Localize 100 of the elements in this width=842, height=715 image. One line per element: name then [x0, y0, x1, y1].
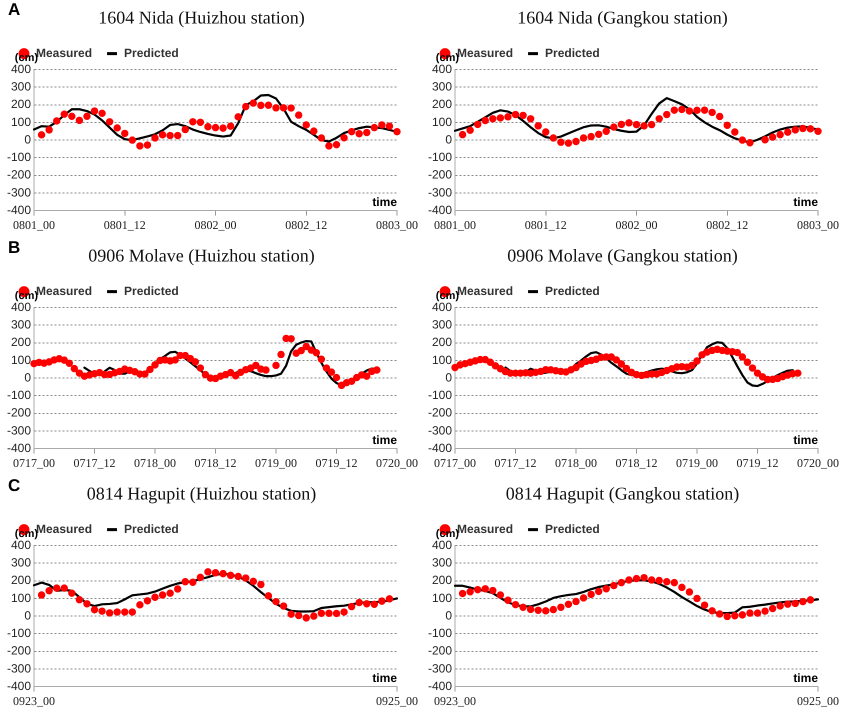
x-tick-label: 0801_00 — [13, 218, 56, 232]
point — [512, 600, 520, 608]
point — [776, 130, 784, 138]
point — [219, 570, 227, 578]
x-axis-title: time — [372, 194, 398, 209]
point — [716, 112, 724, 120]
point — [550, 134, 558, 142]
point — [45, 126, 53, 134]
point — [53, 584, 60, 592]
point — [550, 606, 558, 614]
point — [189, 118, 197, 126]
y-tick-label: 0 — [445, 132, 452, 146]
legend-label: Measured — [36, 46, 92, 60]
point — [655, 115, 663, 122]
point — [648, 576, 656, 584]
y-tick-label: -400 — [428, 202, 452, 217]
point — [196, 118, 204, 126]
y-tick-label: -100 — [6, 626, 32, 640]
point — [806, 596, 814, 604]
y-tick-label: 200 — [432, 335, 452, 350]
point — [754, 609, 762, 617]
point — [768, 133, 776, 141]
y-tick-label: -400 — [428, 440, 452, 455]
point — [250, 578, 258, 586]
point — [519, 112, 527, 120]
point — [519, 604, 527, 611]
point — [280, 104, 288, 112]
point — [98, 607, 106, 615]
y-tick-label: 200 — [10, 573, 32, 588]
point — [474, 586, 482, 594]
point — [776, 602, 784, 610]
point — [458, 590, 466, 598]
point — [242, 574, 250, 582]
point — [114, 608, 121, 616]
point — [496, 591, 504, 599]
point — [716, 610, 724, 618]
x-tick-label: 0803_00 — [797, 218, 839, 232]
point — [294, 111, 302, 119]
point — [580, 134, 588, 142]
point — [474, 120, 482, 128]
point — [724, 122, 731, 129]
legend-label: Measured — [457, 46, 514, 60]
point — [792, 600, 800, 608]
legend-label: Measured — [36, 284, 92, 298]
point — [219, 124, 227, 132]
legend-label: Predicted — [545, 284, 600, 298]
point — [724, 612, 731, 620]
x-axis-title: time — [372, 670, 398, 685]
point — [325, 142, 333, 150]
y-tick-label: -200 — [428, 168, 452, 182]
y-tick-label: -400 — [6, 678, 32, 693]
y-tick-label: 100 — [10, 352, 32, 367]
point — [257, 102, 265, 110]
y-tick-label: -300 — [6, 661, 32, 676]
point — [482, 116, 489, 124]
y-tick-label: 100 — [432, 114, 452, 129]
point — [378, 121, 386, 129]
point — [226, 122, 234, 130]
point — [526, 115, 534, 122]
y-tick-label: 200 — [432, 573, 452, 588]
point — [106, 609, 114, 617]
x-tick-label: 0719_00 — [255, 456, 298, 470]
point — [625, 119, 633, 127]
legend-label: Predicted — [124, 46, 179, 60]
y-tick-label: -200 — [6, 406, 32, 420]
legend-label: Measured — [457, 522, 514, 536]
point — [670, 106, 678, 114]
chart-title: 0906 Molave (Huizhou station) — [88, 246, 315, 266]
point — [98, 110, 106, 118]
x-tick-label: 0717_12 — [74, 456, 116, 470]
point — [746, 139, 754, 146]
point — [700, 106, 708, 114]
text: C — [8, 476, 20, 496]
y-tick-label: -300 — [6, 423, 32, 438]
point — [640, 122, 648, 130]
y-tick-label: 200 — [10, 97, 32, 112]
point — [625, 576, 633, 584]
x-tick-label: 0717_12 — [494, 456, 537, 470]
y-tick-label: 300 — [10, 80, 32, 94]
point — [158, 591, 166, 599]
point — [378, 597, 386, 605]
point — [158, 131, 166, 139]
point — [504, 596, 512, 604]
point — [38, 131, 46, 139]
point — [264, 102, 272, 109]
point — [587, 590, 595, 598]
y-tick-label: -100 — [428, 150, 452, 164]
point — [174, 585, 182, 593]
y-tick-label: 300 — [432, 318, 452, 332]
point — [489, 115, 497, 122]
point — [363, 600, 370, 608]
point — [693, 594, 701, 602]
y-tick-label: -300 — [428, 185, 452, 200]
x-tick-label: 0925_00 — [376, 694, 418, 708]
point — [784, 600, 792, 608]
point — [799, 598, 807, 606]
point — [332, 610, 340, 618]
point — [83, 600, 91, 608]
point — [655, 576, 663, 584]
text: B — [8, 238, 20, 258]
